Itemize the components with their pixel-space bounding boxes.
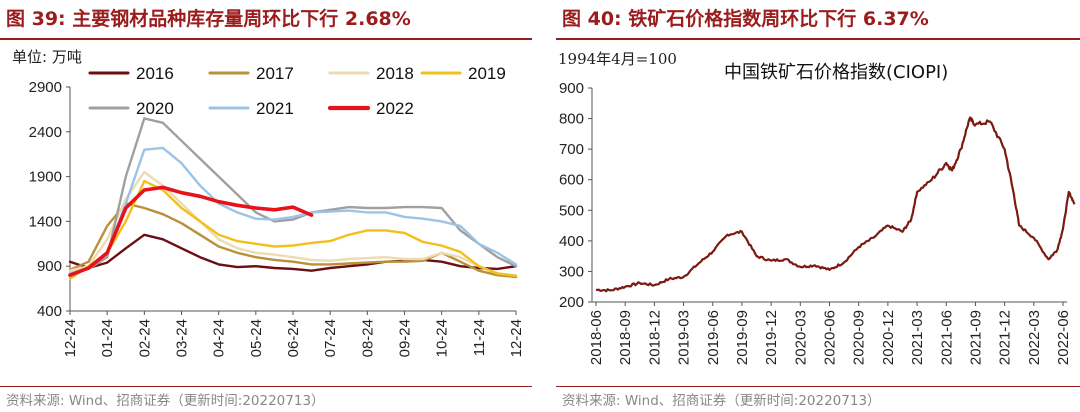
right-x-tick-label: 2018-12 — [646, 310, 663, 365]
left-x-tick-label: 06-24 — [285, 319, 302, 357]
left-title-rule — [0, 38, 532, 40]
right-x-tick-label: 2019-03 — [676, 310, 693, 365]
left-x-tick-label: 02-24 — [136, 319, 153, 357]
left-x-tick-label: 08-24 — [359, 319, 376, 357]
left-footer-rule — [0, 386, 532, 387]
right-series-title: 中国铁矿石价格指数(CIOPI) — [724, 62, 948, 83]
right-series-lines — [595, 116, 1076, 293]
right-x-tick-label: 2021-03 — [909, 310, 926, 365]
left-x-tick-label: 05-24 — [248, 319, 265, 357]
legend-label-2022: 2022 — [376, 99, 414, 118]
right-x-tick-label: 2020-06 — [822, 310, 839, 365]
legend-label-2018: 2018 — [376, 64, 414, 83]
left-x-tick-label: 03-24 — [174, 319, 191, 357]
series-line-2022 — [68, 185, 314, 277]
right-x-tick-label: 2021-12 — [997, 310, 1014, 365]
left-series-lines — [68, 117, 518, 280]
right-y-tick-label: 500 — [559, 202, 584, 219]
legend-label-2020: 2020 — [136, 99, 174, 118]
left-legend: 2016 2017 2018 2019 2020 2021 2022 — [88, 64, 506, 118]
series-line-2016 — [68, 233, 518, 272]
left-x-tick-label: 10-24 — [434, 319, 451, 357]
right-title-rule — [556, 38, 1080, 40]
right-line-chart: 1994年4月=100 中国铁矿石价格指数(CIOPI) 200 300 400 50… — [558, 50, 1076, 365]
series-line-2021 — [68, 146, 518, 275]
right-x-tick-label: 2018-06 — [588, 310, 605, 365]
left-source-note: 资料来源: Wind、招商证券（更新时间:20220713） — [6, 393, 325, 409]
left-x-tick-label: 04-24 — [211, 319, 228, 357]
legend-label-2017: 2017 — [256, 64, 294, 83]
series-line-2019 — [68, 179, 518, 280]
right-panel: 图 40: 铁矿石价格指数周环比下行 6.37% 1994年4月=100 中国铁… — [556, 0, 1080, 412]
right-base-note: 1994年4月=100 — [558, 50, 677, 68]
right-x-tick-label: 2019-06 — [705, 310, 722, 365]
left-y-tick-label: 1400 — [29, 213, 62, 230]
right-y-tick-label: 700 — [559, 141, 584, 158]
left-x-tick-label: 11-24 — [471, 319, 488, 356]
left-chart-title: 图 39: 主要钢材品种库存量周环比下行 2.68% — [6, 8, 411, 30]
legend-label-2019: 2019 — [468, 64, 506, 83]
right-y-tick-label: 900 — [559, 80, 584, 97]
right-y-tick-label: 300 — [559, 263, 584, 280]
right-footer-rule — [556, 386, 1080, 387]
right-x-tick-label: 2020-03 — [792, 310, 809, 365]
right-x-tick-label: 2018-09 — [617, 310, 634, 365]
left-y-tick-label: 2400 — [29, 124, 62, 141]
left-x-tick-label: 01-24 — [99, 319, 116, 357]
left-y-tick-label: 1900 — [29, 169, 62, 186]
right-x-tick-label: 2022-03 — [1026, 310, 1043, 365]
right-y-tick-label: 800 — [559, 111, 584, 128]
right-x-tick-label: 2021-06 — [938, 310, 955, 365]
right-x-tick-label: 2019-12 — [763, 310, 780, 365]
right-x-tick-label: 2022-06 — [1055, 310, 1072, 365]
left-y-tick-label: 2900 — [29, 79, 62, 96]
right-x-tick-label: 2021-09 — [967, 310, 984, 365]
legend-label-2021: 2021 — [256, 99, 294, 118]
series-line-2018 — [68, 170, 518, 277]
right-y-tick-label: 600 — [559, 172, 584, 189]
right-source-note: 资料来源: Wind、招商证券（更新时间:20220713） — [562, 393, 881, 409]
legend-label-2016: 2016 — [136, 64, 174, 83]
left-x-tick-label: 12-24 — [62, 319, 79, 357]
left-line-chart: 单位: 万吨 400 900 1400 1900 2400 2900 12-24 01-24 0… — [12, 48, 525, 357]
left-unit-label: 单位: 万吨 — [12, 48, 82, 66]
left-x-tick-label: 07-24 — [322, 319, 339, 357]
left-panel: 图 39: 主要钢材品种库存量周环比下行 2.68% 单位: 万吨 400 900… — [0, 0, 532, 412]
right-x-tick-label: 2020-12 — [880, 310, 897, 365]
right-axes: 200 300 400 500 600 700 800 900 2018-06 2018-09 20… — [559, 80, 1072, 365]
right-x-tick-label: 2019-09 — [734, 310, 751, 365]
left-x-tick-label: 12-24 — [508, 319, 525, 357]
series-line-2020 — [68, 117, 518, 275]
left-y-tick-label: 900 — [37, 258, 62, 275]
right-chart-title: 图 40: 铁矿石价格指数周环比下行 6.37% — [562, 8, 929, 30]
right-x-tick-label: 2020-09 — [851, 310, 868, 365]
right-y-tick-label: 200 — [559, 294, 584, 311]
series-line-ciopi — [595, 116, 1076, 293]
left-axes: 400 900 1400 1900 2400 2900 12-24 01-24 02-24 03-… — [29, 79, 525, 357]
left-y-tick-label: 400 — [37, 303, 62, 320]
right-y-tick-label: 400 — [559, 233, 584, 250]
left-x-tick-label: 09-24 — [397, 319, 414, 357]
